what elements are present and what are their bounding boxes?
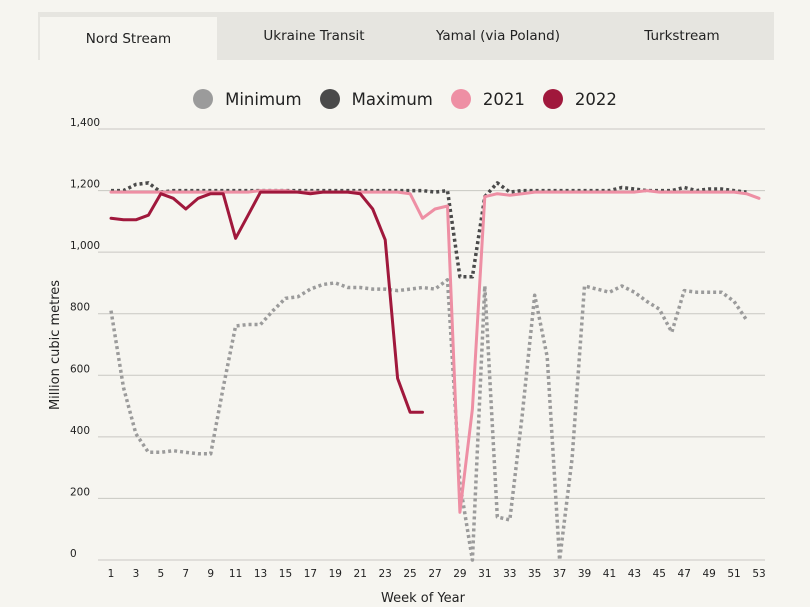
legend-marker <box>450 89 471 109</box>
x-axis-ticks: 1 3 5 7 9 11 13 15 17 19 21 23 25 27 29 31 33 35 37 39 41 43 4… <box>108 568 766 580</box>
legend-label: 2021 <box>482 89 525 109</box>
tab-ukraine-transit[interactable]: Ukraine Transit <box>222 12 406 60</box>
x-tick-label: 41 <box>603 568 616 580</box>
x-tick-label: 43 <box>628 568 641 580</box>
x-tick-label: 11 <box>229 568 242 580</box>
series-lines <box>109 181 761 562</box>
legend-marker <box>193 89 214 109</box>
x-tick-label: 37 <box>553 568 566 580</box>
x-tick-label: 35 <box>528 568 541 580</box>
gridlines <box>98 128 765 561</box>
y-tick-label: 600 <box>70 363 90 375</box>
legend-item-2022[interactable]: 2022 <box>542 89 617 109</box>
x-tick-label: 13 <box>254 568 267 580</box>
tab-label: Nord Stream <box>85 30 172 47</box>
x-tick-label: 49 <box>702 568 715 580</box>
x-tick-label: 3 <box>133 568 140 580</box>
tab-bar: Nord Stream Ukraine Transit Yamal (via P… <box>38 12 774 60</box>
legend-label: Maximum <box>351 89 433 109</box>
y-tick-label: 1,000 <box>70 240 100 252</box>
series-line-maximum <box>111 181 747 279</box>
x-tick-label: 9 <box>207 568 214 580</box>
x-tick-label: 51 <box>727 568 740 580</box>
tab-label: Turkstream <box>644 28 720 44</box>
x-tick-label: 17 <box>304 568 317 580</box>
series-line-minimum <box>109 278 748 562</box>
series-line-2022 <box>109 190 424 414</box>
legend-item-minimum[interactable]: Minimum <box>193 89 302 109</box>
x-tick-label: 19 <box>329 568 342 580</box>
y-axis-label: Million cubic metres <box>48 280 63 410</box>
x-axis-label: Week of Year <box>381 591 466 606</box>
x-tick-label: 27 <box>428 568 441 580</box>
tab-label: Ukraine Transit <box>263 28 365 44</box>
x-tick-label: 53 <box>752 568 765 580</box>
legend-label: 2022 <box>574 89 617 109</box>
x-tick-label: 47 <box>678 568 691 580</box>
x-tick-label: 33 <box>503 568 516 580</box>
y-axis-ticks: 0 200 400 600 800 1,000 1,200 1,400 <box>70 117 100 560</box>
series-line-2021 <box>109 189 761 514</box>
y-tick-label: 0 <box>70 548 77 560</box>
x-tick-label: 45 <box>653 568 666 580</box>
x-tick-label: 7 <box>182 568 189 580</box>
y-tick-label: 1,200 <box>70 179 100 191</box>
y-tick-label: 400 <box>70 425 90 437</box>
tab-turkstream[interactable]: Turkstream <box>590 12 774 60</box>
legend-marker <box>542 89 563 109</box>
tab-label: Yamal (via Poland) <box>435 28 561 44</box>
x-tick-label: 15 <box>279 568 292 580</box>
legend-item-2021[interactable]: 2021 <box>450 89 525 109</box>
x-tick-label: 25 <box>403 568 416 580</box>
legend-marker <box>319 89 340 109</box>
legend-item-maximum[interactable]: Maximum <box>319 89 433 109</box>
y-tick-label: 800 <box>70 302 90 314</box>
tab-nord-stream[interactable]: Nord Stream <box>38 15 219 60</box>
y-tick-label: 1,400 <box>70 117 100 129</box>
chart-legend: Minimum Maximum 2021 2022 <box>0 85 810 113</box>
y-tick-label: 200 <box>70 486 90 498</box>
x-tick-label: 21 <box>354 568 367 580</box>
legend-label: Minimum <box>225 89 302 109</box>
x-tick-label: 31 <box>478 568 491 580</box>
tab-yamal[interactable]: Yamal (via Poland) <box>406 12 590 60</box>
x-tick-label: 39 <box>578 568 591 580</box>
x-tick-label: 1 <box>108 568 115 580</box>
x-tick-label: 23 <box>378 568 391 580</box>
x-tick-label: 5 <box>158 568 165 580</box>
x-tick-label: 29 <box>453 568 466 580</box>
